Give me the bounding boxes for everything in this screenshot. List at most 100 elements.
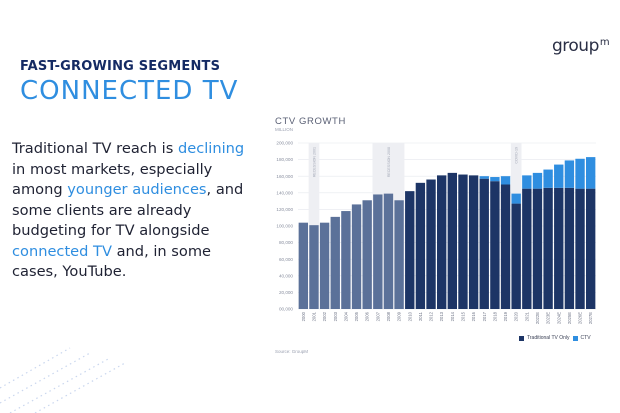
- bar-traditional-tv: [458, 174, 468, 309]
- bar-traditional-tv: [415, 182, 426, 309]
- bar-ctv: [490, 177, 500, 182]
- x-tick-label: 2012: [429, 311, 434, 321]
- x-tick-label: 2005: [354, 311, 359, 321]
- x-tick-label: 2021: [524, 311, 529, 321]
- x-tick-label: 2000: [301, 311, 306, 321]
- bar-traditional-tv: [479, 178, 489, 309]
- x-tick-label: 2002: [322, 311, 327, 321]
- bar-traditional-tv: [500, 184, 511, 309]
- bar-traditional-tv: [383, 193, 394, 309]
- bar-traditional-tv: [543, 187, 553, 309]
- legend-label-traditional: Traditional TV Only: [527, 335, 570, 341]
- x-tick-label: 2020: [514, 311, 519, 321]
- x-tick-label: 2011: [418, 311, 423, 321]
- recession-label: RECESSION 2008: [387, 147, 391, 177]
- bar-traditional-tv: [351, 204, 362, 309]
- bar-traditional-tv: [511, 203, 521, 309]
- x-tick-label: 2019: [503, 311, 508, 321]
- x-tick-label: 2013: [439, 311, 444, 321]
- body-text-segment: and, in some cases, YouTube.: [12, 242, 212, 281]
- highlight-text: younger audiences: [67, 181, 207, 198]
- legend-label-ctv: CTV: [580, 335, 591, 341]
- x-tick-label: 2024E: [556, 312, 561, 324]
- x-tick-label: 2027E: [588, 312, 593, 324]
- x-tick-label: 2010: [407, 311, 412, 321]
- x-tick-label: 2009: [397, 311, 402, 321]
- bar-traditional-tv: [426, 179, 436, 309]
- bar-traditional-tv: [405, 191, 415, 309]
- y-tick-label: 160,000: [276, 174, 293, 179]
- bar-traditional-tv: [468, 175, 479, 309]
- bar-ctv: [522, 175, 532, 189]
- groupm-logo: groupm: [552, 36, 610, 56]
- y-tick-label: 200,000: [276, 141, 293, 146]
- highlight-text: connected TV: [12, 242, 112, 260]
- bar-traditional-tv: [373, 194, 383, 309]
- slide-title: CONNECTED TV: [20, 76, 239, 106]
- y-tick-label: 100,000: [276, 224, 293, 229]
- bar-traditional-tv: [564, 187, 575, 309]
- bar-traditional-tv: [532, 188, 543, 309]
- bar-traditional-tv: [436, 175, 447, 309]
- bar-traditional-tv: [447, 172, 458, 309]
- bar-traditional-tv: [490, 181, 500, 309]
- x-tick-label: 2001: [311, 311, 316, 321]
- body-text-segment: Traditional TV reach is: [12, 140, 178, 157]
- bar-ctv: [500, 176, 511, 185]
- y-tick-label: 80,000: [279, 240, 293, 245]
- bar-traditional-tv: [522, 188, 532, 309]
- bar-ctv: [554, 164, 564, 188]
- body-text-segment: , and some clients are already budgeting…: [12, 181, 244, 239]
- bar-traditional-tv: [330, 216, 340, 309]
- logo-text: group: [552, 36, 599, 56]
- body-paragraph: Traditional TV reach is declining in mos…: [12, 139, 252, 283]
- chart-title: CTV GROWTH: [275, 116, 346, 127]
- chart-source: Source: GroupM: [275, 349, 309, 354]
- bar-traditional-tv: [585, 188, 596, 309]
- slide-eyebrow: FAST-GROWING SEGMENTS: [20, 59, 221, 74]
- x-tick-label: 2018: [492, 311, 497, 321]
- recession-label: COVID-19: [515, 147, 519, 164]
- bar-ctv: [543, 169, 553, 188]
- x-tick-label: 2015: [460, 311, 465, 321]
- bar-traditional-tv: [341, 211, 351, 309]
- x-tick-label: 2025E: [567, 312, 572, 324]
- x-tick-label: 2023E: [546, 312, 551, 324]
- y-tick-label: 60,000: [279, 257, 293, 262]
- bar-ctv: [479, 176, 489, 179]
- bar-traditional-tv: [362, 200, 372, 309]
- x-tick-label: 2007: [375, 311, 380, 321]
- x-tick-label: 2006: [365, 311, 370, 321]
- bar-traditional-tv: [575, 188, 585, 309]
- chart-legend: Traditional TV Only CTV: [519, 335, 591, 341]
- chart-unit-label: MILLION: [275, 127, 294, 132]
- legend-swatch-traditional: [519, 335, 524, 341]
- bar-ctv: [575, 158, 585, 189]
- bar-ctv: [564, 160, 575, 188]
- highlight-text: declining: [177, 140, 245, 157]
- bar-traditional-tv: [319, 222, 330, 309]
- x-tick-label: 2003: [333, 311, 338, 321]
- logo-superscript: m: [599, 37, 610, 48]
- x-tick-label: 2022E: [535, 312, 540, 324]
- bar-traditional-tv: [309, 225, 319, 309]
- bar-traditional-tv: [298, 222, 309, 309]
- x-tick-label: 2016: [471, 311, 476, 321]
- y-tick-label: 180,000: [276, 157, 293, 162]
- legend-swatch-ctv: [572, 335, 578, 341]
- bar-ctv: [585, 157, 596, 189]
- x-tick-label: 2008: [386, 311, 391, 321]
- x-tick-label: 2014: [450, 311, 455, 321]
- bar-ctv: [532, 172, 543, 189]
- y-tick-label: 20,000: [279, 290, 293, 295]
- x-tick-label: 2004: [343, 311, 348, 321]
- y-tick-label: 40,000: [279, 273, 293, 278]
- bar-traditional-tv: [394, 200, 404, 309]
- y-tick-label: 140,000: [276, 190, 293, 195]
- body-text-segment: in most markets, especially among: [12, 160, 213, 199]
- bar-ctv: [511, 193, 521, 204]
- bar-traditional-tv: [554, 187, 564, 309]
- recession-label: RECESSION 2001: [312, 147, 316, 177]
- x-tick-label: 2017: [482, 311, 487, 321]
